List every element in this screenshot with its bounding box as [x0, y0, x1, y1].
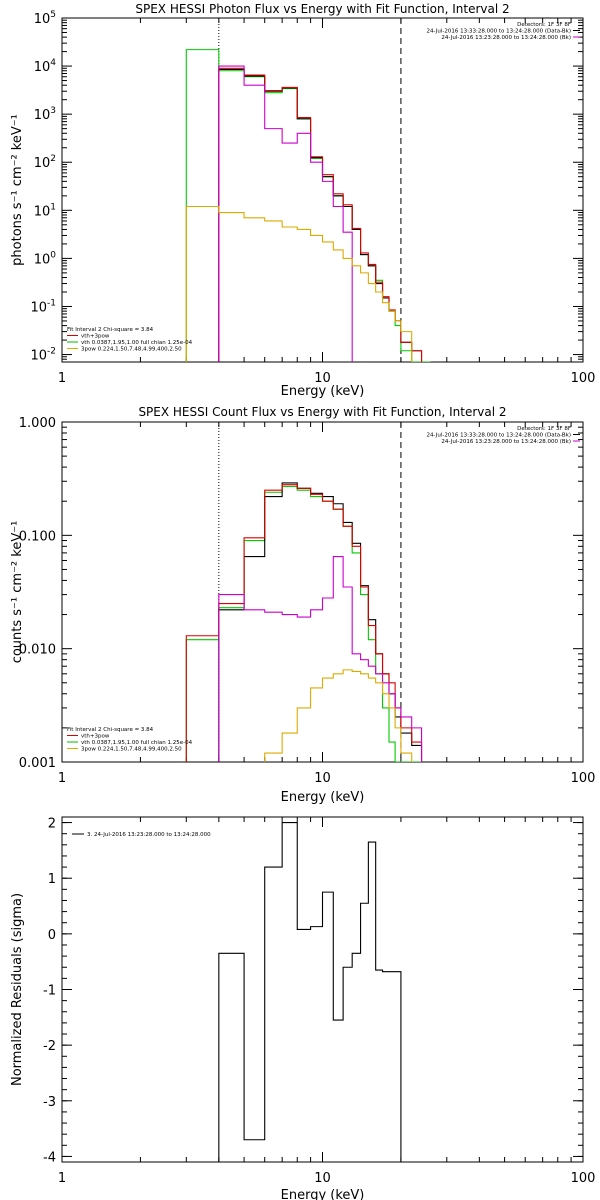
legend-bottom-left-entry: 3pow 0.224,1.50,7.48,4.99,400,2.50: [81, 747, 182, 753]
x-tick-label: 1: [58, 1171, 66, 1186]
series-line-2: [218, 68, 423, 362]
y-tick-label: 102: [34, 154, 56, 171]
y-tick-label: 103: [34, 106, 56, 123]
series-line-4: [218, 65, 353, 362]
chart-title: SPEX HESSI Photon Flux vs Energy with Fi…: [135, 2, 509, 16]
chart-title: SPEX HESSI Count Flux vs Energy with Fit…: [138, 405, 506, 419]
x-axis-label: Energy (keV): [281, 1188, 365, 1200]
legend-top-right-entry: 24-Jul-2016 13:33:28.000 to 13:24:28.000…: [427, 433, 572, 439]
legend-bottom-left-entry: vth+3pow: [81, 734, 110, 740]
series-line-4: [218, 555, 423, 762]
legend-bottom-left-entry: vth 0.0387,1.95,1.00 full chian 1.25e-04: [81, 340, 193, 346]
y-axis-label: counts s⁻¹ cm⁻² keV⁻¹: [10, 521, 25, 664]
y-tick-label: 105: [34, 10, 56, 27]
x-axis-label: Energy (keV): [281, 384, 365, 399]
x-tick-label: 10: [314, 771, 331, 786]
series-line-5: [264, 669, 413, 762]
chart-panel-3: Energy (keV) Normalized Residuals (sigma)…: [10, 816, 596, 1200]
legend-top-right-entry: 24-Jul-2016 13:23:28.000 to 13:24:28.000…: [441, 35, 571, 41]
series-line-3: [185, 484, 423, 762]
x-tick-label: 100: [571, 771, 596, 786]
plot-frame: [61, 17, 584, 363]
series-group: [185, 482, 423, 762]
y-axis-label: photons s⁻¹ cm⁻² keV⁻¹: [10, 114, 25, 266]
legend-top-left-entry: 3. 24-Jul-2016 13:23:28.000 to 13:24:28.…: [87, 832, 211, 838]
series-line-1: [185, 49, 431, 362]
legend-bottom-left-entry: 3pow 0.224,1.50,7.48,4.99,400,2.50: [81, 347, 182, 353]
legend-top-right-entry: Detectors: 1F 3F 8F: [517, 426, 571, 432]
y-tick-label: 104: [34, 58, 57, 75]
x-tick-label: 10: [314, 1171, 331, 1186]
y-tick-label: -4: [43, 1150, 56, 1165]
plot-frame: [61, 421, 584, 763]
legend-bottom-left-entry: Fit Interval 2 Chi-square = 3.84: [67, 327, 154, 333]
y-tick-label: 1.000: [19, 416, 56, 431]
x-tick-label: 1: [58, 371, 66, 386]
y-tick-label: 10-1: [30, 298, 56, 315]
chart-panel-2: SPEX HESSI Count Flux vs Energy with Fit…: [10, 405, 595, 805]
series-line-1: [185, 485, 422, 762]
y-tick-label: 0.001: [19, 756, 56, 771]
series-line-2: [218, 482, 423, 762]
y-tick-label: 2: [48, 817, 56, 832]
x-tick-label: 1: [58, 771, 66, 786]
y-tick-label: 0.010: [19, 643, 56, 658]
x-tick-label: 100: [571, 1171, 596, 1186]
legend-top-right-entry: 24-Jul-2016 13:33:28.000 to 13:24:28.000…: [427, 29, 572, 35]
series-line-3: [218, 67, 423, 362]
series-line-1: [218, 822, 402, 1162]
y-tick-label: 0.100: [19, 529, 56, 544]
y-tick-label: 101: [34, 202, 56, 219]
y-tick-label: -2: [43, 1039, 56, 1054]
y-tick-label: -1: [43, 984, 56, 999]
legend-bottom-left-entry: vth+3pow: [81, 334, 110, 340]
x-axis-label: Energy (keV): [281, 790, 365, 805]
x-tick-label: 10: [314, 371, 331, 386]
y-tick-label: 1: [48, 872, 56, 887]
legend-top-right-entry: 24-Jul-2016 13:23:28.000 to 13:24:28.000…: [441, 439, 571, 445]
series-group: [185, 49, 431, 362]
y-tick-label: 100: [34, 250, 57, 267]
chart-panel-1: SPEX HESSI Photon Flux vs Energy with Fi…: [10, 2, 595, 399]
y-tick-label: 10-2: [30, 347, 56, 364]
x-tick-label: 100: [571, 371, 596, 386]
y-tick-label: 0: [48, 928, 56, 943]
legend-bottom-left-entry: vth 0.0387,1.95,1.00 full chian 1.25e-04: [81, 740, 193, 746]
series-line-5: [185, 205, 413, 362]
series-group: [218, 822, 402, 1162]
y-tick-label: -3: [43, 1095, 56, 1110]
y-axis-label: Normalized Residuals (sigma): [10, 893, 25, 1086]
legend-bottom-left-entry: Fit Interval 2 Chi-square = 3.84: [67, 727, 154, 733]
legend-top-right-entry: Detectors: 1F 3F 8F: [517, 22, 571, 28]
plot-frame: [61, 816, 584, 1163]
